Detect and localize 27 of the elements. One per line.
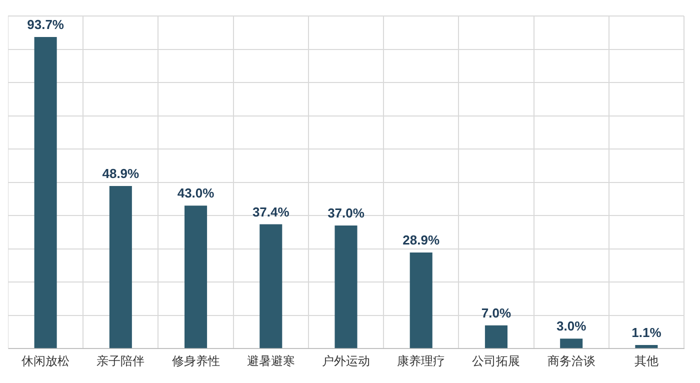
data-label: 37.0% — [328, 206, 365, 221]
x-tick-label: 康养理疗 — [397, 354, 446, 368]
x-tick-label: 商务洽谈 — [547, 354, 596, 368]
bar — [410, 252, 432, 348]
data-label: 43.0% — [177, 186, 215, 201]
data-label: 3.0% — [556, 318, 587, 334]
bar — [184, 206, 208, 348]
x-tick-label: 避暑避寒 — [246, 354, 295, 368]
data-label: 28.9% — [402, 232, 440, 248]
bar — [560, 338, 583, 348]
x-tick-label: 休闲放松 — [22, 354, 70, 368]
bar — [334, 226, 358, 348]
x-tick-label: 其他 — [634, 354, 658, 368]
data-label: 37.4% — [252, 204, 290, 220]
x-tick-label: 公司拓展 — [472, 354, 520, 368]
bar — [34, 36, 57, 348]
bar — [635, 344, 658, 348]
data-label: 7.0% — [481, 305, 512, 320]
x-tick-label: 户外运动 — [322, 354, 370, 368]
data-label: 48.9% — [102, 166, 140, 182]
bar — [109, 186, 132, 348]
bar — [260, 224, 282, 348]
x-tick-label: 亲子陪伴 — [96, 354, 145, 368]
bar — [484, 325, 508, 348]
data-label: 93.7% — [27, 17, 64, 32]
data-label: 1.1% — [632, 325, 662, 340]
x-tick-label: 修身养性 — [172, 354, 220, 368]
